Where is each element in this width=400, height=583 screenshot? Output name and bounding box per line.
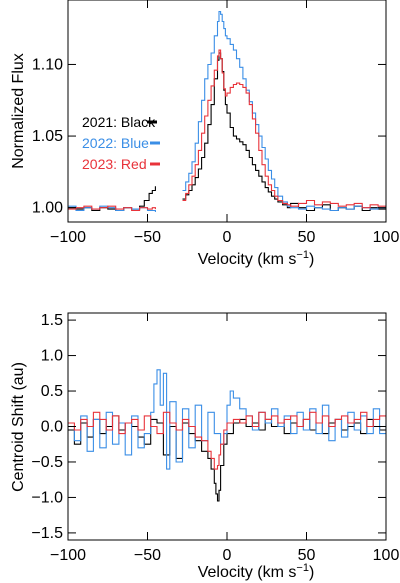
flux-xtick-label: 50 bbox=[298, 229, 316, 246]
centroid-ytick-label: −1.0 bbox=[31, 489, 63, 506]
centroid-ytick-label: 1.5 bbox=[41, 312, 63, 329]
centroid-x-axis-label-sup: −1 bbox=[296, 562, 309, 574]
centroid-series-group bbox=[68, 369, 386, 502]
flux-y-axis-label: Normalized Flux bbox=[10, 53, 27, 169]
flux-x-axis-label-sup: −1 bbox=[296, 249, 309, 261]
centroid-ytick-label: 0.0 bbox=[41, 419, 63, 436]
flux-x-axis-label-close: ) bbox=[309, 251, 314, 268]
flux-x-axis-label: Velocity (km s−1) bbox=[198, 249, 315, 268]
centroid-xtick-label: 50 bbox=[298, 547, 316, 564]
centroid-x-axis-label: Velocity (km s−1) bbox=[198, 562, 315, 581]
flux-ytick-label: 1.05 bbox=[32, 128, 63, 145]
flux-series-2-segment-1 bbox=[182, 49, 386, 209]
centroid-series-2-segment-0 bbox=[68, 411, 386, 470]
centroid-x-axis-label-close: ) bbox=[309, 564, 314, 581]
centroid-ytick-label: −1.5 bbox=[31, 525, 63, 542]
centroid-ticks: −100 −50 0 50 100 −1.5 −1.0 −0.5 0.0 0.5 1.0 1.5 bbox=[31, 312, 399, 564]
centroid-xtick-label: −100 bbox=[50, 547, 86, 564]
flux-xtick-label: −100 bbox=[50, 229, 86, 246]
legend-label-0: 2021: Black bbox=[82, 114, 156, 130]
legend-label-1: 2022: Blue bbox=[82, 135, 149, 151]
flux-legend: 2021: Black 2022: Blue 2023: Red bbox=[82, 114, 160, 172]
flux-ytick-label: 1.10 bbox=[32, 56, 63, 73]
centroid-xtick-label: −50 bbox=[134, 547, 161, 564]
flux-ticks: −100 −50 0 50 100 1.00 1.05 1.10 bbox=[32, 0, 400, 246]
flux-series-2-segment-0 bbox=[68, 205, 156, 212]
flux-ytick-label: 1.00 bbox=[32, 200, 63, 217]
centroid-xtick-label: 0 bbox=[223, 547, 232, 564]
flux-series-group bbox=[68, 10, 386, 212]
flux-series-1-segment-1 bbox=[182, 10, 386, 212]
centroid-y-axis-label: Centroid Shift (au) bbox=[10, 362, 27, 492]
flux-x-axis-label-main: Velocity (km s bbox=[198, 251, 297, 268]
flux-xtick-label: 100 bbox=[373, 229, 400, 246]
flux-series-0-segment-1 bbox=[182, 52, 386, 212]
centroid-ytick-label: 0.5 bbox=[41, 383, 63, 400]
flux-xtick-label: −50 bbox=[134, 229, 161, 246]
legend-label-2: 2023: Red bbox=[82, 156, 147, 172]
flux-series-0-segment-0 bbox=[68, 186, 156, 212]
centroid-xtick-label: 100 bbox=[373, 547, 400, 564]
centroid-ytick-label: −0.5 bbox=[31, 454, 63, 471]
centroid-panel: −100 −50 0 50 100 −1.5 −1.0 −0.5 0.0 0.5 1.0 1.5 Ce… bbox=[10, 312, 399, 581]
flux-xtick-label: 0 bbox=[223, 229, 232, 246]
centroid-ytick-label: 1.0 bbox=[41, 348, 63, 365]
centroid-x-axis-label-main: Velocity (km s bbox=[198, 564, 297, 581]
